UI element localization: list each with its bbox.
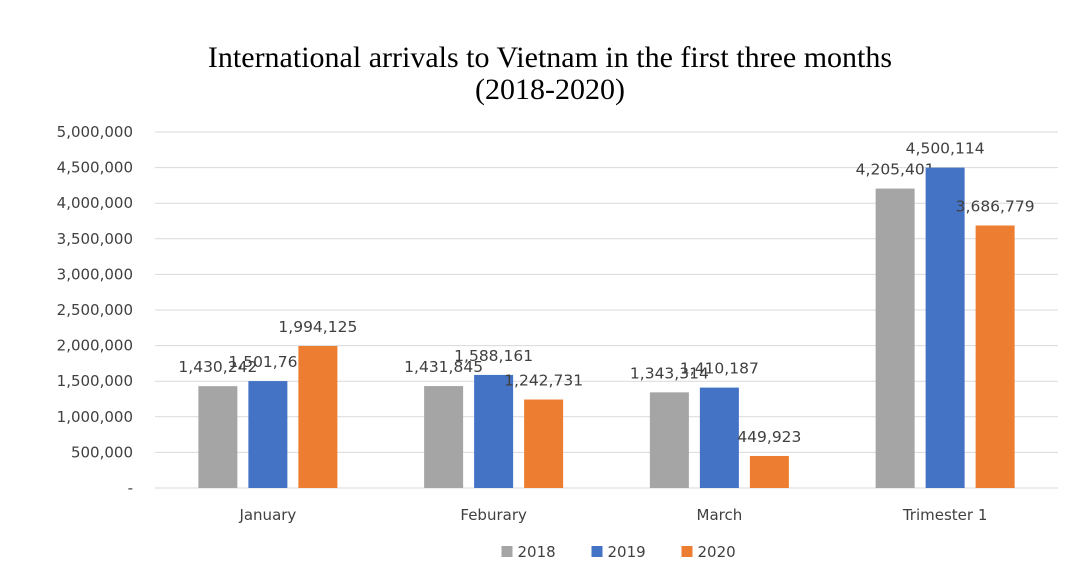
data-label: 1,501,766 (228, 353, 307, 371)
bar-2020-1 (524, 399, 564, 488)
data-label: 3,686,779 (956, 198, 1035, 216)
y-tick-label: - (128, 479, 133, 497)
chart-title-main: International arrivals to Vietnam in the… (207, 41, 893, 74)
legend-label: 2020 (698, 543, 736, 561)
data-label: 1,431,845 (404, 358, 483, 376)
bar-2019-2 (699, 387, 739, 488)
legend-label: 2019 (608, 543, 646, 561)
data-label: 4,205,401 (856, 161, 935, 179)
y-tick-label: 3,000,000 (57, 265, 133, 283)
data-label: 1,588,161 (454, 347, 533, 365)
bar-2019-0 (248, 381, 288, 488)
x-tick-label: January (238, 506, 296, 524)
y-tick-label: 500,000 (71, 443, 133, 461)
y-tick-label: 3,500,000 (57, 230, 133, 248)
bar-2018-0 (198, 386, 238, 488)
legend-swatch-2019 (591, 546, 603, 557)
legend-swatch-2020 (681, 546, 693, 557)
y-tick-label: 4,000,000 (57, 194, 133, 212)
y-tick-label: 5,000,000 (57, 123, 133, 141)
legend-swatch-2018 (501, 546, 513, 557)
bar-2019-1 (474, 374, 514, 488)
legend-label: 2018 (518, 543, 556, 561)
bar-2020-2 (749, 455, 789, 488)
x-tick-label: Feburary (460, 506, 527, 524)
data-label: 4,500,114 (906, 140, 985, 158)
bar-2020-0 (298, 346, 338, 488)
y-tick-label: 1,500,000 (57, 372, 133, 390)
bar-2018-3 (875, 188, 915, 489)
bar-2019-3 (925, 167, 965, 488)
bar-2020-3 (975, 225, 1015, 488)
y-tick-label: 4,500,000 (57, 159, 133, 177)
data-label: 1,994,125 (278, 318, 357, 336)
data-label: 1,343,314 (630, 364, 709, 382)
y-tick-label: 2,000,000 (57, 337, 133, 355)
data-label: 1,242,731 (504, 372, 583, 390)
y-tick-label: 2,500,000 (57, 301, 133, 319)
data-label: 449,923 (737, 428, 801, 446)
chart-title: International arrivals to Vietnam in the… (0, 42, 1092, 106)
data-label: 1,430,242 (178, 358, 257, 376)
bar-2018-2 (649, 392, 689, 488)
x-tick-label: March (697, 506, 743, 524)
x-tick-label: Trimester 1 (902, 506, 988, 524)
data-label: 1,410,187 (680, 360, 759, 378)
chart-subtitle: (2018-2020) (475, 73, 625, 106)
bar-2018-1 (424, 386, 464, 488)
y-tick-label: 1,000,000 (57, 408, 133, 426)
